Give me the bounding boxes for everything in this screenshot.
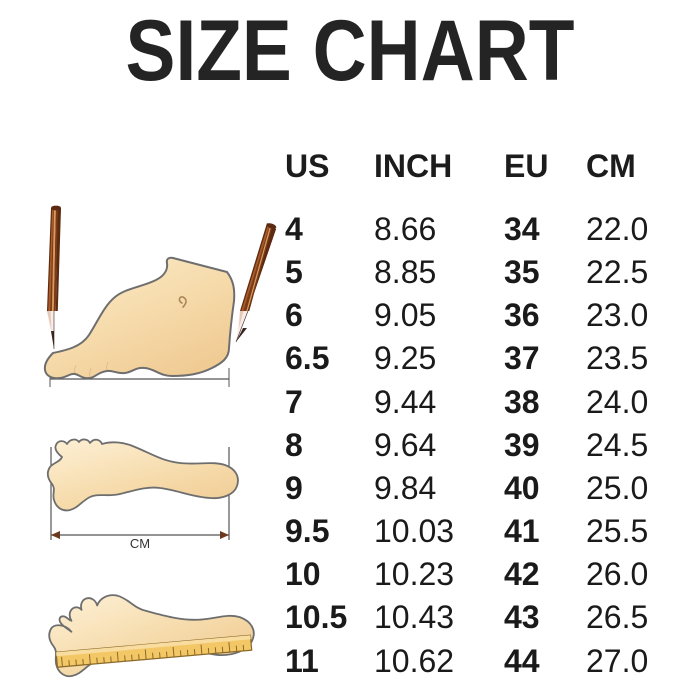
- svg-text:CM: CM: [130, 536, 150, 551]
